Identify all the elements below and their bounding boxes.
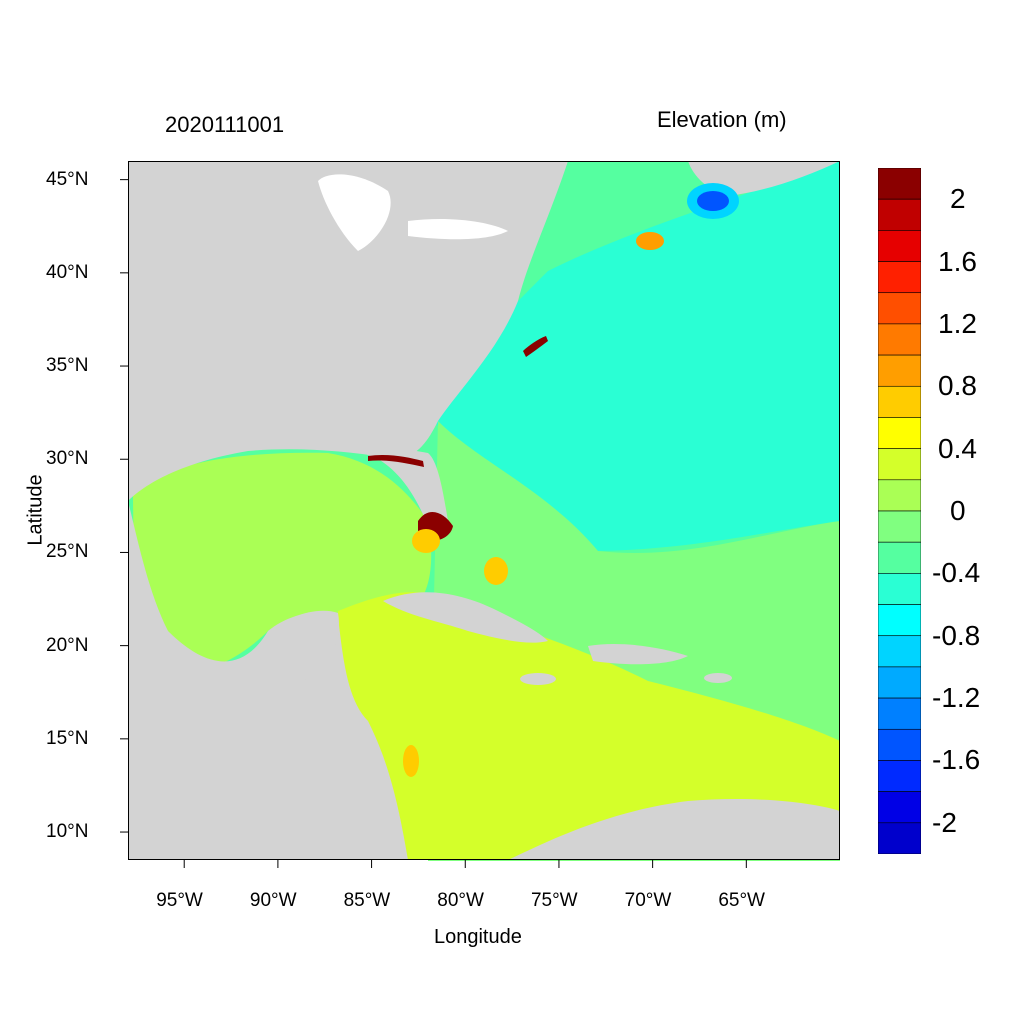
nicaragua-high [403,745,419,777]
great-lakes [318,174,391,251]
colorbar-label: 0.4 [938,432,977,464]
lat-tick-label: 15°N [46,727,89,749]
plot-variable-title: Elevation (m) [657,107,787,132]
lat-tick-label: 20°N [46,634,89,656]
elevation-map [120,161,840,868]
lat-tick-label: 10°N [46,821,89,843]
colorbar-swatch [877,635,922,668]
colorbar-swatch [877,822,922,855]
colorbar-swatch [877,541,922,574]
gulf-coast-surge [368,454,424,467]
colorbar-swatch [877,760,922,792]
florida-bay-high [412,529,440,553]
lon-tick-label: 80°W [437,890,484,911]
lake-erie [408,219,508,240]
colorbar-label: 2 [950,183,966,215]
lon-tick-label: 70°W [624,890,672,911]
colorbar-swatch [877,354,922,387]
lat-tick-label: 45°N [46,168,89,190]
lon-tick-label: 75°W [530,890,578,911]
carolina-coast-surge [523,336,548,357]
colorbar-swatch [877,510,922,543]
hispaniola-land [588,644,688,665]
colorbar-swatch [877,292,922,325]
plot-date-title: 2020111001 [165,112,285,137]
colorbar-label: -1.2 [932,682,981,714]
lat-tick-label: 25°N [46,541,89,563]
y-axis-title: Latitude [24,474,47,546]
colorbar-swatch [877,479,922,512]
colorbar-swatch [877,323,922,356]
maine-low-inner [697,191,729,211]
puerto-rico-land [704,673,732,683]
colorbar-swatch [877,728,922,761]
florida-land [358,448,448,531]
colorbar-swatch [877,230,922,262]
lon-tick-label: 90°W [249,890,297,911]
lat-tick-label: 40°N [46,261,89,283]
colorbar-swatch [877,385,922,418]
colorbar-swatch [877,198,922,231]
lon-tick-label: 85°W [343,890,391,911]
lon-tick-label: 95°W [156,890,203,911]
map-border [128,161,840,860]
colorbar-label: 1.2 [938,307,977,339]
caribbean-field [338,592,840,860]
x-axis-title: Longitude [434,926,522,948]
massachusetts-high [636,232,664,250]
colorbar-swatch [877,604,922,637]
colorbar-label: 1.6 [938,245,977,277]
lat-tick-label: 30°N [46,448,89,470]
colorbar-label: 0.8 [938,370,977,402]
map-canvas [120,161,840,868]
bahamas-high [484,557,508,585]
colorbar-swatch [877,697,922,730]
northeast-negative-field [428,161,840,551]
north-america-land [128,161,568,501]
mexico-central-america-land [128,501,408,860]
colorbar-label: -1.6 [932,744,981,776]
colorbar-swatch [877,573,922,605]
jamaica-land [520,673,556,685]
colorbar-label: -2 [932,806,957,838]
colorbar-swatches [877,167,922,855]
yucatan-land [268,610,339,681]
colorbar-swatch [877,261,922,294]
map-tick-marks [120,179,747,868]
colorbar-swatch [877,417,922,449]
colorbar [877,167,922,855]
colorbar-swatch [877,666,922,699]
colorbar-swatch [877,167,922,200]
colorbar-label: 0 [950,495,966,526]
colorbar-label: -0.4 [932,557,981,589]
colorbar-label: -0.8 [932,619,981,651]
colorbar-swatch [877,791,922,824]
lon-tick-label: 65°W [718,890,765,911]
colorbar-swatch [877,448,922,481]
south-america-land [508,799,840,860]
cuba-land [383,592,548,643]
lat-tick-label: 35°N [46,355,89,377]
